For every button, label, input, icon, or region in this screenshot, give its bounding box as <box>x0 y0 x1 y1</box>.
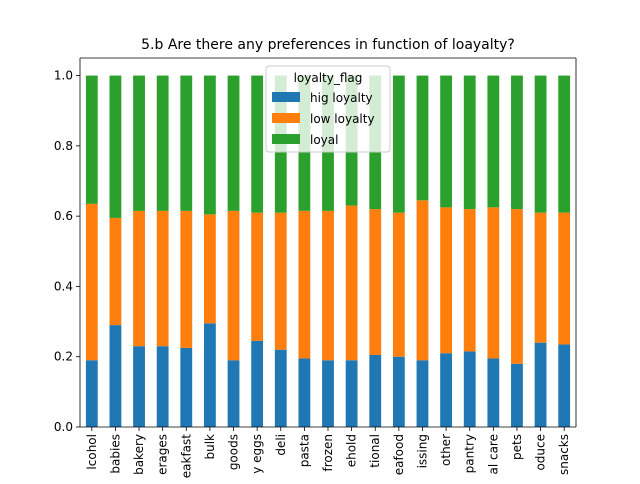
x-tick-label-5: bulk <box>203 434 217 460</box>
bar-0-0 <box>85 360 98 427</box>
x-tick-label-20: snacks <box>557 434 571 475</box>
bar-0-16 <box>463 351 476 427</box>
bar-1-4 <box>180 210 193 348</box>
x-tick-label-11: ehold <box>345 434 359 467</box>
bar-0-12 <box>369 354 382 427</box>
bar-0-17 <box>487 358 500 427</box>
bar-1-5 <box>204 214 216 324</box>
bar-1-10 <box>322 210 334 361</box>
bar-1-19 <box>534 212 547 343</box>
x-tick-label-0: lcohol <box>85 434 99 470</box>
x-tick-label-16: pantry <box>463 434 477 473</box>
bar-2-7 <box>251 75 264 213</box>
x-tick-label-10: frozen <box>321 434 335 472</box>
bar-0-4 <box>180 347 193 427</box>
bar-2-17 <box>487 75 500 208</box>
x-tick-label-4: eakfast <box>179 434 193 479</box>
x-tick-label-3: erages <box>156 434 170 475</box>
bar-0-11 <box>345 360 358 427</box>
bar-0-13 <box>392 356 405 427</box>
bar-2-16 <box>463 75 476 210</box>
bar-1-2 <box>133 210 145 347</box>
y-tick-label-4: 0.8 <box>54 139 73 153</box>
legend-swatch-1 <box>272 113 300 123</box>
bar-0-19 <box>534 342 547 427</box>
bar-0-7 <box>251 340 264 427</box>
bar-2-19 <box>534 75 547 213</box>
bar-1-6 <box>227 210 240 361</box>
bar-0-1 <box>109 325 122 427</box>
legend-label-2: loyal <box>310 133 338 147</box>
bar-1-18 <box>511 209 523 364</box>
bar-0-18 <box>511 363 523 427</box>
bar-1-13 <box>392 212 405 357</box>
bar-2-4 <box>180 75 193 211</box>
bar-1-7 <box>251 212 264 341</box>
legend-label-1: low loyalty <box>310 112 375 126</box>
bar-1-1 <box>109 217 122 326</box>
bar-0-8 <box>274 349 287 427</box>
x-tick-label-18: pets <box>510 434 524 460</box>
bar-0-14 <box>416 360 429 427</box>
legend-label-0: hig loyalty <box>310 91 373 105</box>
bar-1-11 <box>345 205 358 361</box>
x-tick-label-1: babies <box>108 434 122 474</box>
chart-title: 5.b Are there any preferences in functio… <box>141 37 515 53</box>
bar-1-8 <box>274 212 287 350</box>
y-tick-label-5: 1.0 <box>54 69 73 83</box>
bar-0-2 <box>133 346 145 427</box>
x-tick-label-2: bakery <box>132 434 146 475</box>
legend-swatch-0 <box>272 92 300 102</box>
bar-2-6 <box>227 75 240 211</box>
bar-1-12 <box>369 209 382 355</box>
bar-0-3 <box>156 346 169 427</box>
bar-2-15 <box>440 75 452 208</box>
x-tick-label-13: eafood <box>392 434 406 475</box>
bar-2-0 <box>85 75 98 204</box>
bar-1-9 <box>298 210 311 359</box>
bar-0-10 <box>322 360 334 427</box>
bar-2-5 <box>204 75 216 215</box>
bar-0-15 <box>440 353 452 427</box>
y-tick-label-0: 0.0 <box>54 420 73 434</box>
bar-1-17 <box>487 207 500 359</box>
x-tick-label-19: oduce <box>534 434 548 471</box>
bar-0-20 <box>558 344 571 427</box>
x-tick-label-6: goods <box>227 434 241 470</box>
x-tick-label-7: y eggs <box>250 434 264 474</box>
bar-0-5 <box>204 323 216 427</box>
bar-2-14 <box>416 75 429 201</box>
x-tick-label-9: pasta <box>297 434 311 467</box>
bar-2-2 <box>133 75 145 211</box>
axes-layer: 0.0 0.2 0.4 0.6 0.8 1.0 lcohol babies bakery erag… <box>54 57 577 479</box>
bar-1-16 <box>463 209 476 352</box>
bar-1-0 <box>85 203 98 361</box>
bar-0-9 <box>298 358 311 427</box>
x-tick-label-12: tional <box>368 434 382 468</box>
y-tick-label-1: 0.2 <box>54 350 73 364</box>
bar-0-6 <box>227 360 240 427</box>
bar-2-3 <box>156 75 169 211</box>
bar-2-1 <box>109 75 122 218</box>
bar-1-15 <box>440 207 452 354</box>
bar-2-13 <box>392 75 405 213</box>
legend-swatch-2 <box>272 134 300 144</box>
x-tick-label-8: deli <box>274 434 288 456</box>
legend-title: loyalty_flag <box>294 71 363 85</box>
x-tick-label-14: issing <box>415 434 429 468</box>
y-tick-label-3: 0.6 <box>54 209 73 223</box>
bar-1-3 <box>156 210 169 347</box>
bar-2-18 <box>511 75 523 210</box>
y-tick-label-2: 0.4 <box>54 279 73 293</box>
bar-1-20 <box>558 212 571 345</box>
x-tick-label-17: al care <box>486 434 500 475</box>
x-tick-label-15: other <box>439 434 453 466</box>
bar-2-20 <box>558 75 571 213</box>
bar-1-14 <box>416 200 429 361</box>
legend-box <box>265 65 391 153</box>
